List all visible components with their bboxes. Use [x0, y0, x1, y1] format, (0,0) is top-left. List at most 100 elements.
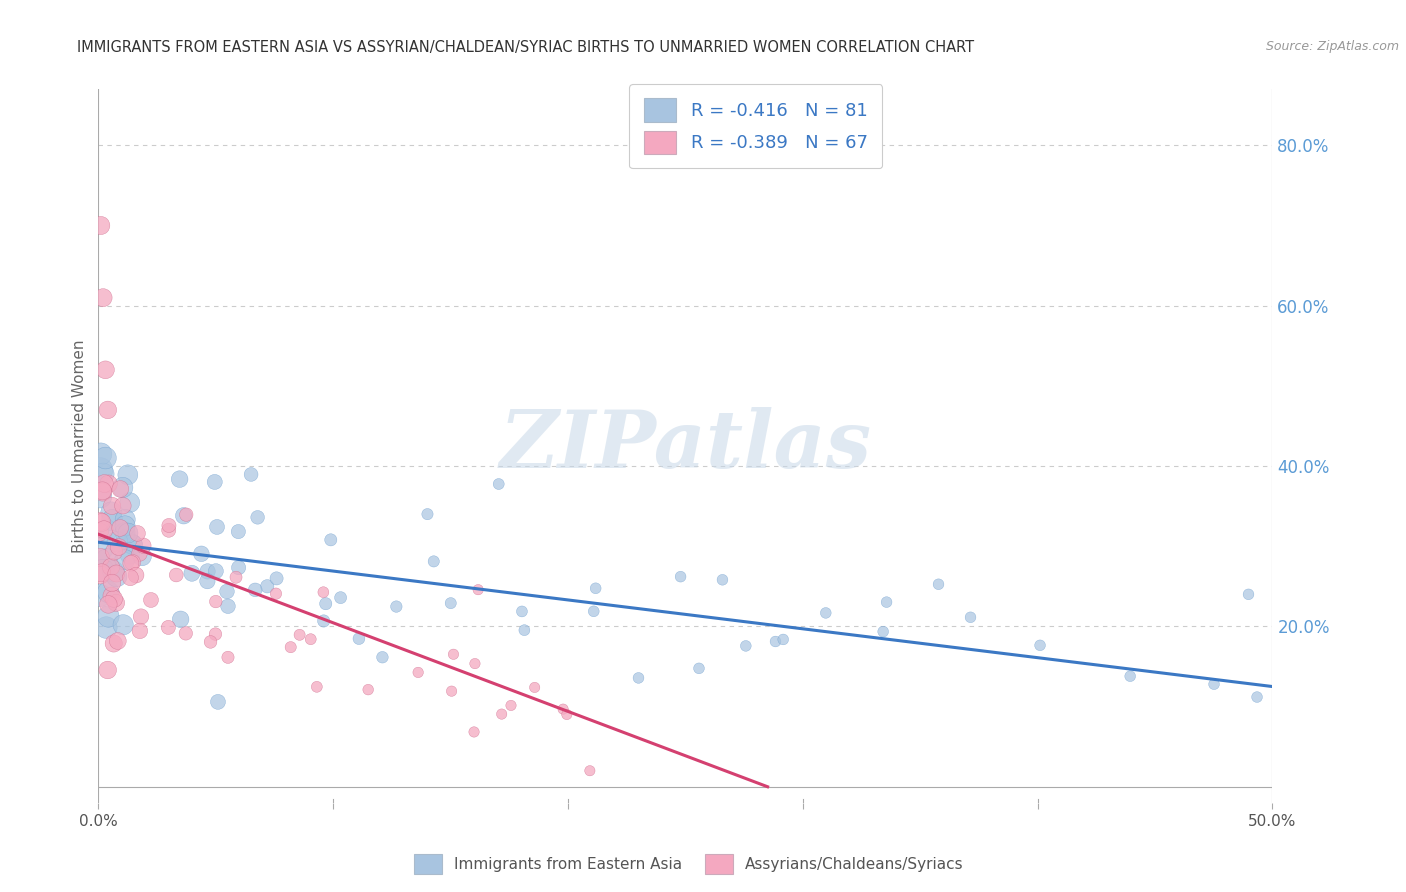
Point [112, 617, 135, 632]
Point [103, 591, 125, 606]
Point [385, 599, 408, 614]
Point [118, 547, 141, 561]
Point [217, 599, 239, 614]
Point [299, 632, 322, 647]
Point [128, 624, 150, 638]
Legend: Immigrants from Eastern Asia, Assyrians/Chaldeans/Syriacs: Immigrants from Eastern Asia, Assyrians/… [408, 848, 970, 880]
Point [197, 574, 219, 589]
Point [579, 764, 602, 778]
Point [180, 566, 202, 581]
Point [103, 544, 125, 558]
Point [91, 291, 114, 305]
Point [585, 582, 607, 596]
Point [488, 477, 510, 491]
Point [117, 526, 139, 541]
Point [266, 571, 288, 585]
Point [312, 614, 335, 628]
Point [928, 577, 950, 591]
Point [228, 560, 250, 574]
Point [1246, 690, 1268, 704]
Y-axis label: Births to Unmarried Women: Births to Unmarried Women [72, 339, 87, 553]
Point [97, 476, 120, 491]
Point [582, 604, 605, 618]
Point [765, 634, 787, 648]
Point [319, 533, 342, 547]
Point [114, 519, 136, 533]
Point [734, 639, 756, 653]
Point [91, 541, 114, 556]
Point [108, 521, 131, 535]
Point [121, 556, 143, 570]
Point [100, 560, 122, 574]
Point [89, 463, 111, 477]
Point [357, 682, 380, 697]
Point [90, 516, 112, 530]
Point [111, 499, 134, 513]
Point [315, 597, 337, 611]
Point [204, 475, 226, 489]
Point [91, 485, 114, 500]
Text: Source: ZipAtlas.com: Source: ZipAtlas.com [1265, 40, 1399, 54]
Point [204, 594, 226, 608]
Point [90, 490, 112, 504]
Point [121, 537, 143, 551]
Point [627, 671, 650, 685]
Point [464, 657, 486, 671]
Point [371, 650, 394, 665]
Point [215, 584, 238, 599]
Point [105, 569, 128, 583]
Point [165, 568, 187, 582]
Point [97, 663, 120, 677]
Point [97, 403, 120, 417]
Point [96, 524, 118, 538]
Point [245, 582, 267, 597]
Point [443, 648, 465, 662]
Point [103, 636, 125, 650]
Point [669, 569, 692, 583]
Point [872, 624, 894, 639]
Point [91, 467, 114, 481]
Point [97, 609, 120, 624]
Point [523, 681, 546, 695]
Point [1237, 587, 1260, 601]
Point [90, 566, 112, 580]
Point [91, 483, 114, 498]
Point [204, 627, 226, 641]
Point [101, 513, 124, 527]
Point [1119, 669, 1142, 683]
Point [174, 626, 197, 640]
Point [90, 447, 112, 461]
Point [100, 589, 122, 603]
Point [711, 573, 734, 587]
Point [312, 585, 335, 599]
Point [131, 549, 153, 564]
Point [157, 620, 180, 634]
Point [93, 476, 115, 491]
Point [110, 482, 132, 496]
Point [100, 506, 122, 520]
Point [513, 623, 536, 637]
Point [114, 552, 136, 566]
Point [256, 579, 278, 593]
Point [114, 525, 136, 540]
Point [89, 524, 111, 539]
Point [406, 665, 429, 680]
Point [107, 540, 129, 554]
Point [94, 363, 117, 377]
Point [127, 526, 149, 541]
Point [93, 563, 115, 577]
Point [90, 567, 112, 582]
Point [139, 593, 162, 607]
Point [90, 219, 112, 233]
Point [114, 512, 136, 526]
Point [120, 557, 142, 571]
Point [97, 585, 120, 599]
Text: IMMIGRANTS FROM EASTERN ASIA VS ASSYRIAN/CHALDEAN/SYRIAC BIRTHS TO UNMARRIED WOM: IMMIGRANTS FROM EASTERN ASIA VS ASSYRIAN… [77, 40, 974, 55]
Point [217, 650, 239, 665]
Point [305, 680, 328, 694]
Point [96, 552, 118, 566]
Point [96, 621, 118, 635]
Point [467, 582, 489, 597]
Point [553, 702, 575, 716]
Point [93, 523, 115, 537]
